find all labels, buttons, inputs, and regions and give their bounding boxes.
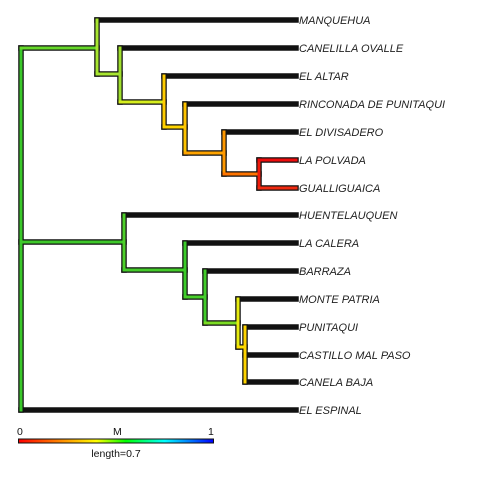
tip-labels: MANQUEHUA CANELILLA OVALLE EL ALTAR RINC… — [299, 15, 445, 417]
tip-label-el-espinal: EL ESPINAL — [299, 405, 362, 417]
tip-label-gualliguaica: GUALLIGUAICA — [299, 183, 380, 195]
legend-tick-max: 1 — [208, 426, 214, 438]
tree-branches — [19, 18, 298, 412]
tip-label-punitaqui: PUNITAQUI — [299, 322, 358, 334]
tip-label-el-altar: EL ALTAR — [299, 71, 349, 83]
tip-label-la-calera: LA CALERA — [299, 238, 359, 250]
tip-label-huentelauquen: HUENTELAUQUEN — [299, 210, 397, 222]
tip-label-castillo-mal-paso: CASTILLO MAL PASO — [299, 350, 411, 362]
tip-label-barraza: BARRAZA — [299, 266, 351, 278]
tip-label-el-divisadero: EL DIVISADERO — [299, 127, 384, 139]
legend-tick-min: 0 — [17, 426, 23, 438]
legend-tick-mid: M — [113, 426, 122, 438]
tip-label-la-polvada: LA POLVADA — [299, 155, 366, 167]
tip-label-canelilla-ovalle: CANELILLA OVALLE — [299, 43, 404, 55]
legend-color-bar — [19, 439, 213, 443]
legend-scale-label: length=0.7 — [91, 448, 140, 460]
tip-label-rinconada-de-punitaqui: RINCONADA DE PUNITAQUI — [299, 99, 445, 111]
color-legend: 0 M 1 length=0.7 — [17, 426, 214, 460]
tip-label-canela-baja: CANELA BAJA — [299, 377, 373, 389]
tip-label-monte-patria: MONTE PATRIA — [299, 294, 380, 306]
tip-label-manquehua: MANQUEHUA — [299, 15, 371, 27]
